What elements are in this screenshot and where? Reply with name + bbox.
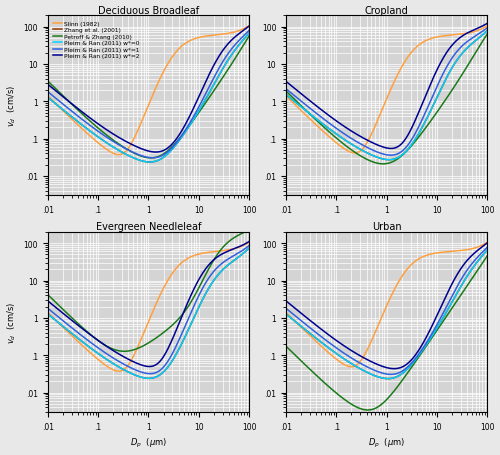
Title: Deciduous Broadleaf: Deciduous Broadleaf (98, 5, 199, 15)
Title: Evergreen Needleleaf: Evergreen Needleleaf (96, 222, 201, 232)
Title: Urban: Urban (372, 222, 402, 232)
Title: Cropland: Cropland (364, 5, 408, 15)
Legend: Slinn (1982), Zhang et al. (2001), Petroff & Zhang (2010), Pleim & Ran (2011) w*: Slinn (1982), Zhang et al. (2001), Petro… (51, 19, 142, 61)
X-axis label: $D_p$  ($\mu$m): $D_p$ ($\mu$m) (130, 436, 167, 450)
X-axis label: $D_p$  ($\mu$m): $D_p$ ($\mu$m) (368, 436, 405, 450)
Y-axis label: $v_d$  (cm/s): $v_d$ (cm/s) (6, 301, 18, 343)
Y-axis label: $v_d$  (cm/s): $v_d$ (cm/s) (6, 85, 18, 127)
